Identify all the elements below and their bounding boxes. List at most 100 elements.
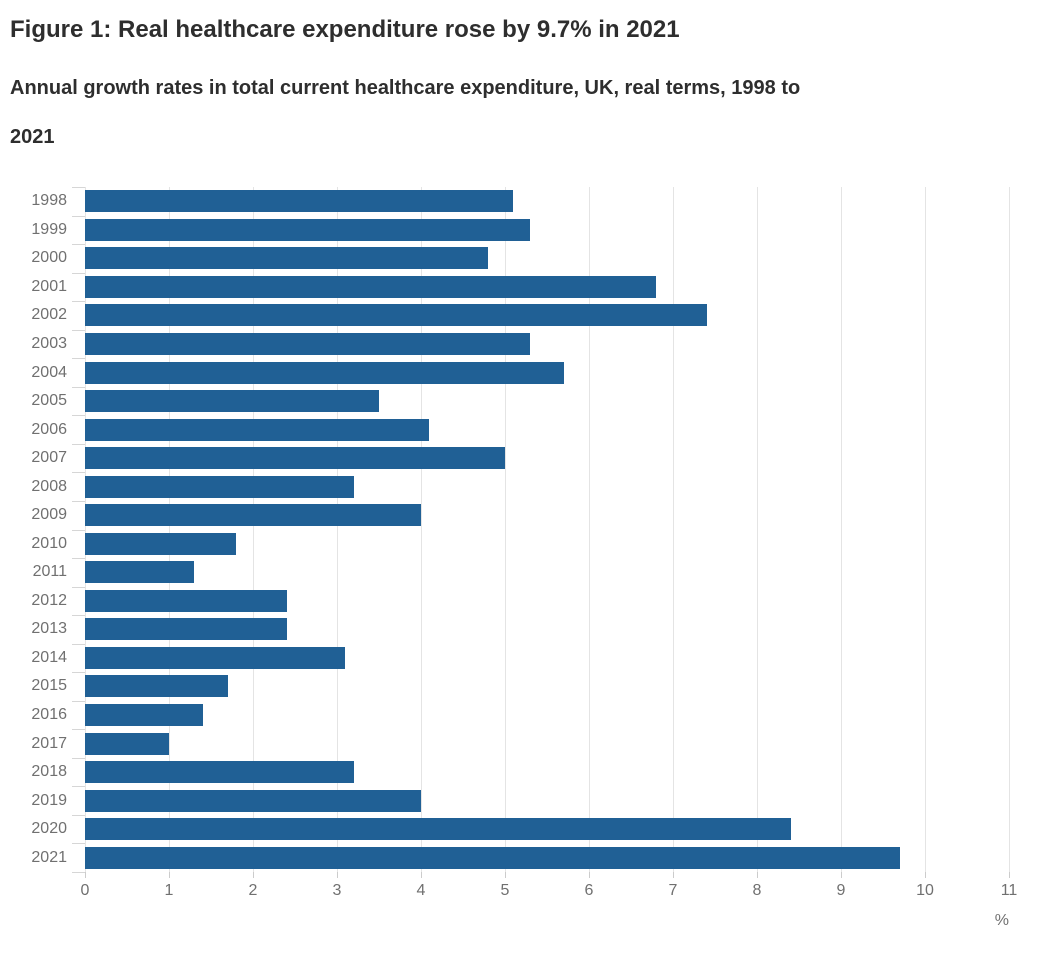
y-axis-label-2002: 2002 [31,306,67,324]
y-axis-label-2017: 2017 [31,734,67,752]
y-axis-tick-11 [72,500,85,502]
y-axis-label-2000: 2000 [31,249,67,267]
y-axis-label-2019: 2019 [31,791,67,809]
x-axis-tick-4 [421,872,422,878]
bar-2000 [85,247,489,270]
x-axis-tick-label-10: 10 [916,882,934,899]
gridline-x-8 [757,187,758,872]
x-axis-tick-1 [169,872,170,878]
bar-2011 [85,561,195,584]
gridline-x-2 [253,187,254,872]
y-axis-tick-1 [72,215,85,217]
x-axis-tick-0 [85,872,86,878]
gridline-x-10 [925,187,926,872]
bar-2008 [85,475,354,498]
y-axis-tick-20 [72,757,85,759]
x-axis-tick-label-8: 8 [752,882,762,899]
y-axis-label-2015: 2015 [31,677,67,695]
x-axis-tick-9 [841,872,842,878]
y-axis-tick-14 [72,586,85,588]
chart-row-2003: 2003 [31,330,1009,359]
chart-row-2011: 2011 [33,558,1009,587]
y-axis-tick-22 [72,814,85,816]
y-axis-tick-15 [72,615,85,617]
chart-row-2012: 2012 [31,587,1009,616]
gridline-x-3 [337,187,338,872]
y-axis-label-2012: 2012 [31,591,67,609]
gridline-x-1 [169,187,170,872]
chart-row-2021: 2021 [31,843,1009,872]
chart-row-2013: 2013 [31,615,1009,644]
x-axis-tick-10 [925,872,926,878]
y-axis-tick-18 [72,700,85,702]
y-axis-label-2003: 2003 [31,334,67,352]
y-axis-label-2011: 2011 [32,563,67,581]
bar-2009 [85,504,421,527]
chart-row-2016: 2016 [31,701,1009,730]
y-axis-tick-16 [72,643,85,645]
x-axis-tick-label-6: 6 [584,882,594,899]
x-axis-tick-label-1: 1 [164,882,174,899]
chart-row-2018: 2018 [31,758,1009,787]
y-axis-label-2018: 2018 [31,763,67,781]
x-axis-unit-label: % [994,912,1009,929]
x-axis-tick-8 [757,872,758,878]
x-axis-tick-6 [589,872,590,878]
chart-row-1999: 1999 [31,216,1009,245]
gridline-x-11 [1009,187,1010,872]
chart-row-2020: 2020 [31,815,1009,844]
y-axis-label-2016: 2016 [31,706,67,724]
y-axis-tick-17 [72,672,85,674]
y-axis-tick-8 [72,415,85,417]
y-axis-tick-10 [72,472,85,474]
y-axis-tick-7 [72,386,85,388]
x-axis-tick-label-4: 4 [416,882,426,899]
y-axis-tick-5 [72,329,85,331]
chart-row-2006: 2006 [31,415,1009,444]
x-axis-tick-11 [1009,872,1010,878]
figure-subtitle: Annual growth rates in total current hea… [10,77,801,148]
chart-row-2010: 2010 [31,530,1009,559]
bar-2012 [85,589,287,612]
y-axis-tick-4 [72,301,85,303]
bar-1999 [85,218,531,241]
y-axis-label-2006: 2006 [31,420,67,438]
bar-2017 [85,732,169,755]
x-axis-tick-3 [337,872,338,878]
gridline-x-5 [505,187,506,872]
y-axis-tick-13 [72,558,85,560]
chart-row-2015: 2015 [31,672,1009,701]
bar-2002 [85,304,707,327]
x-axis-tick-label-9: 9 [836,882,846,899]
chart-row-2017: 2017 [31,729,1009,758]
x-axis-tick-label-3: 3 [332,882,342,899]
y-axis-tick-23 [72,843,85,845]
gridline-x-7 [673,187,674,872]
y-axis-tick-0 [72,187,85,188]
gridline-x-4 [421,187,422,872]
x-axis-tick-label-11: 11 [1000,882,1018,899]
chart-row-1998: 1998 [31,187,1009,216]
x-axis-tick-5 [505,872,506,878]
x-axis: 0 1 2 3 4 5 6 7 8 9 10 11 [81,882,1018,904]
y-axis-label-2020: 2020 [31,820,67,838]
x-axis-tick-2 [253,872,254,878]
y-axis-label-2005: 2005 [31,392,67,410]
y-axis-tick-21 [72,786,85,788]
gridline-x-0 [85,187,86,872]
plot-area: 1998 1999 2000 2001 2002 2003 2004 2005 2006 2007… [31,187,1010,878]
y-axis-label-1999: 1999 [31,220,67,238]
chart-row-2014: 2014 [31,644,1009,673]
y-axis-label-2008: 2008 [31,477,67,495]
chart-row-2009: 2009 [31,501,1009,530]
figure-title: Figure 1: Real healthcare expenditure ro… [10,16,680,43]
bar-2021 [85,846,900,869]
bar-2019 [85,789,421,812]
bar-2015 [85,675,228,698]
chart-row-2007: 2007 [31,444,1009,473]
bar-2018 [85,761,354,784]
y-axis-label-2014: 2014 [31,648,67,666]
chart-row-2000: 2000 [31,244,1009,273]
